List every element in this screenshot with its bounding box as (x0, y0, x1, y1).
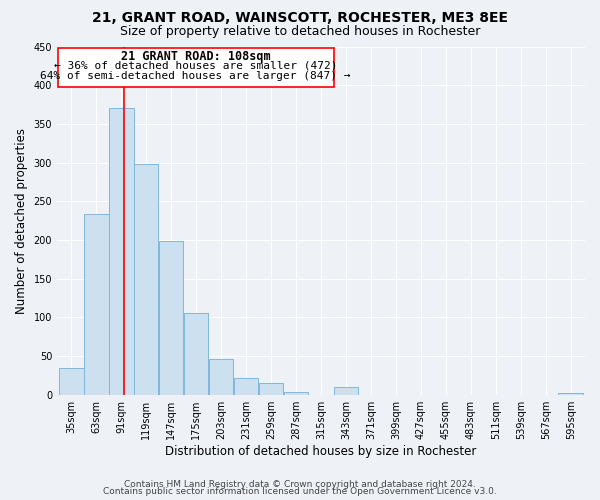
Bar (159, 242, 184, 394)
Text: Contains HM Land Registry data © Crown copyright and database right 2024.: Contains HM Land Registry data © Crown c… (124, 480, 476, 489)
Bar (84, 214, 109, 394)
Bar (334, 387, 358, 394)
Bar (134, 164, 158, 394)
Bar (184, 314, 208, 394)
Bar (284, 392, 308, 394)
Text: Contains public sector information licensed under the Open Government Licence v3: Contains public sector information licen… (103, 488, 497, 496)
Y-axis label: Number of detached properties: Number of detached properties (15, 128, 28, 314)
Text: Size of property relative to detached houses in Rochester: Size of property relative to detached ho… (120, 24, 480, 38)
Bar (234, 378, 259, 394)
Bar (209, 359, 233, 394)
Text: 21, GRANT ROAD, WAINSCOTT, ROCHESTER, ME3 8EE: 21, GRANT ROAD, WAINSCOTT, ROCHESTER, ME… (92, 11, 508, 25)
Bar (59, 368, 83, 394)
Bar (559, 393, 583, 394)
Bar (109, 108, 134, 395)
X-axis label: Distribution of detached houses by size in Rochester: Distribution of detached houses by size … (166, 444, 477, 458)
Bar (259, 383, 283, 394)
Text: 64% of semi-detached houses are larger (847) →: 64% of semi-detached houses are larger (… (40, 72, 351, 82)
FancyBboxPatch shape (58, 48, 334, 86)
Text: 21 GRANT ROAD: 108sqm: 21 GRANT ROAD: 108sqm (121, 50, 271, 62)
Text: ← 36% of detached houses are smaller (472): ← 36% of detached houses are smaller (47… (54, 60, 337, 70)
